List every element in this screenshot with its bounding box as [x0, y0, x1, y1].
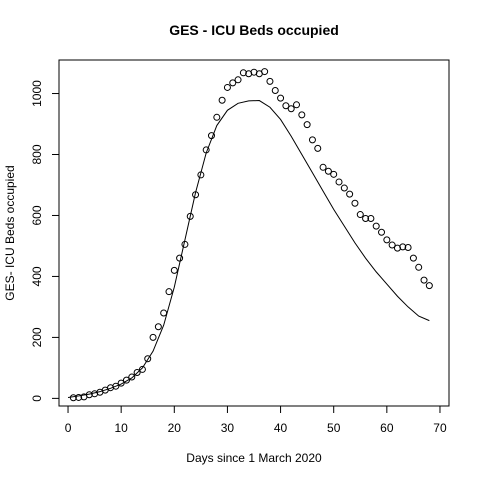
- chart-title: GES - ICU Beds occupied: [169, 22, 339, 38]
- data-points: [69, 68, 433, 402]
- data-point: [324, 167, 332, 175]
- fitted-curve: [67, 100, 430, 398]
- data-point: [319, 163, 327, 171]
- data-point: [128, 373, 136, 381]
- data-point: [69, 394, 77, 402]
- data-point: [176, 254, 184, 262]
- x-axis: 0 10 20 30 40 50 60 70: [65, 406, 447, 435]
- data-point: [277, 94, 285, 102]
- y-tick-label: 400: [30, 266, 44, 286]
- x-tick-label: 0: [65, 421, 72, 435]
- x-tick-label: 10: [114, 421, 128, 435]
- data-point: [138, 365, 146, 373]
- x-tick-label: 60: [380, 421, 394, 435]
- y-tick-label: 200: [30, 327, 44, 347]
- data-point: [351, 199, 359, 207]
- data-point: [425, 282, 433, 290]
- data-point: [367, 215, 375, 223]
- y-tick-label: 600: [30, 205, 44, 225]
- y-axis-label: GES- ICU Beds occupied: [3, 165, 17, 300]
- data-point: [154, 323, 162, 331]
- x-tick-label: 40: [274, 421, 288, 435]
- data-point: [229, 79, 237, 87]
- data-point: [85, 391, 93, 399]
- data-point: [207, 132, 215, 140]
- data-point: [340, 184, 348, 192]
- data-point: [239, 69, 247, 77]
- data-point: [308, 136, 316, 144]
- data-point: [404, 243, 412, 251]
- data-point: [112, 382, 120, 390]
- y-tick-label: 800: [30, 144, 44, 164]
- data-point: [234, 76, 242, 84]
- data-point: [420, 276, 428, 284]
- data-point: [149, 333, 157, 341]
- data-point: [335, 178, 343, 186]
- data-point: [181, 240, 189, 248]
- data-point: [399, 243, 407, 251]
- data-point: [117, 379, 125, 387]
- y-axis: 0 200 400 600 800 1000: [30, 80, 59, 402]
- data-point: [314, 144, 322, 152]
- data-point: [346, 190, 354, 198]
- y-tick-label: 1000: [30, 80, 44, 107]
- data-point: [271, 86, 279, 94]
- data-point: [303, 121, 311, 129]
- x-tick-label: 30: [221, 421, 235, 435]
- data-point: [409, 254, 417, 262]
- data-point: [330, 170, 338, 178]
- data-point: [133, 368, 141, 376]
- data-point: [75, 393, 83, 401]
- data-point: [160, 309, 168, 317]
- data-point: [202, 146, 210, 154]
- data-point: [165, 288, 173, 296]
- data-point: [293, 101, 301, 109]
- x-tick-label: 20: [168, 421, 182, 435]
- data-point: [378, 228, 386, 236]
- data-point: [266, 77, 274, 85]
- data-point: [197, 171, 205, 179]
- data-point: [144, 355, 152, 363]
- data-point: [170, 266, 178, 274]
- data-point: [383, 236, 391, 244]
- data-point: [372, 222, 380, 230]
- x-tick-label: 70: [433, 421, 447, 435]
- x-axis-label: Days since 1 March 2020: [186, 451, 322, 465]
- data-point: [223, 83, 231, 91]
- data-point: [122, 376, 130, 384]
- data-point: [192, 191, 200, 199]
- x-tick-label: 50: [327, 421, 341, 435]
- data-point: [298, 111, 306, 119]
- data-point: [213, 113, 221, 121]
- data-point: [356, 211, 364, 219]
- data-point: [261, 68, 269, 76]
- data-point: [287, 105, 295, 113]
- data-point: [218, 96, 226, 104]
- data-point: [388, 241, 396, 249]
- plot-frame: [58, 59, 450, 407]
- y-tick-label: 0: [30, 395, 44, 402]
- data-point: [415, 263, 423, 271]
- data-point: [282, 102, 290, 110]
- data-point: [186, 212, 194, 220]
- data-point: [362, 215, 370, 223]
- fitted-curve-line: [67, 100, 430, 398]
